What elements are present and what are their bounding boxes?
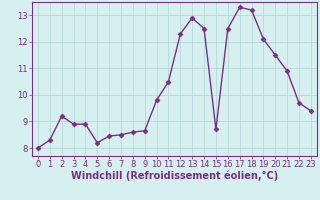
X-axis label: Windchill (Refroidissement éolien,°C): Windchill (Refroidissement éolien,°C) [71, 171, 278, 181]
